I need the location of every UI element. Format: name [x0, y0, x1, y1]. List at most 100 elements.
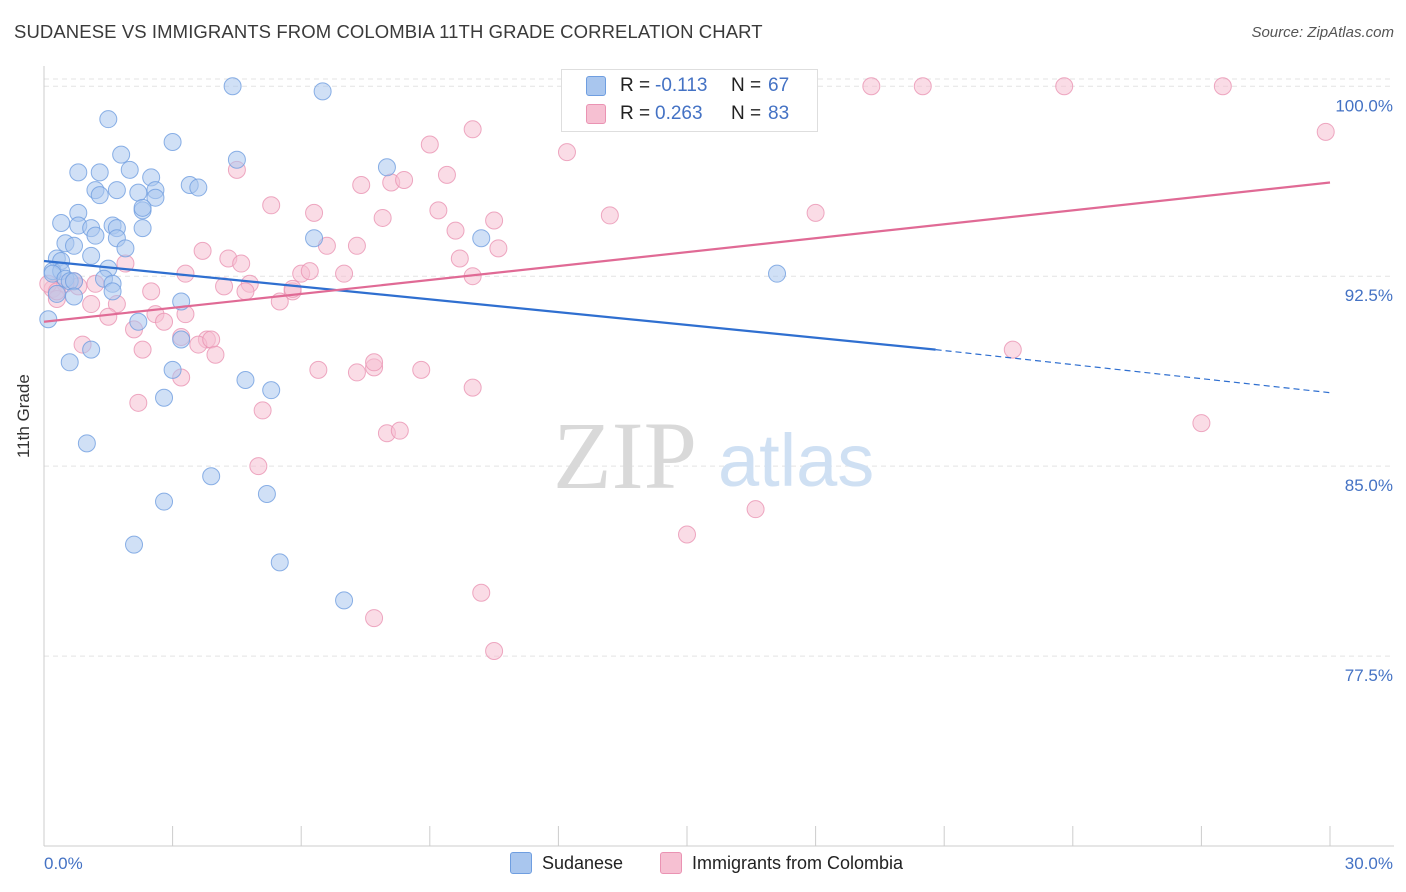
colombia-point-71: [253, 401, 272, 420]
y-tick-label-2: 85.0%: [1345, 476, 1393, 495]
sudanese-point-61: [77, 434, 96, 453]
sudanese-point-51: [65, 287, 84, 306]
colombia-n-value: 83: [768, 103, 790, 124]
colombia-point-13: [395, 170, 414, 189]
sudanese-point-64: [155, 492, 174, 511]
sudanese-point-35: [82, 246, 101, 265]
colombia-point-63: [309, 360, 328, 379]
colombia-point-19: [373, 208, 392, 227]
sudanese-legend-swatch: [510, 852, 532, 874]
colombia-point-66: [412, 360, 431, 379]
sudanese-point-6: [69, 163, 88, 182]
colombia-point-75: [249, 457, 268, 476]
colombia-point-58: [202, 330, 221, 349]
sudanese-point-54: [172, 330, 191, 349]
sudanese-point-48: [103, 282, 122, 301]
sudanese-point-4: [112, 145, 131, 164]
sudanese-point-7: [90, 163, 109, 182]
colombia-point-79: [365, 609, 384, 628]
legend-item-sudanese[interactable]: Sudanese: [510, 852, 623, 874]
sudanese-point-27: [133, 219, 152, 238]
sudanese-point-47: [47, 284, 66, 303]
sudanese-n-value: 67: [768, 75, 790, 96]
colombia-point-43: [142, 282, 161, 301]
colombia-point-21: [446, 221, 465, 240]
sudanese-point-53: [129, 312, 148, 331]
colombia-point-0: [862, 77, 881, 96]
colombia-point-27: [232, 254, 251, 273]
colombia-point-61: [206, 345, 225, 364]
trend-lines: [43, 181, 1331, 394]
colombia-point-28: [450, 249, 469, 268]
sudanese-point-3: [163, 132, 182, 151]
sudanese-point-16: [129, 183, 148, 202]
sudanese-point-59: [262, 381, 281, 400]
watermark-atlas: atlas: [718, 419, 874, 502]
sudanese-point-52: [39, 310, 58, 329]
sudanese-point-63: [257, 484, 276, 503]
sudanese-swatch: [586, 76, 606, 96]
y-tick-label-0: 100.0%: [1335, 96, 1393, 115]
colombia-point-10: [437, 165, 456, 184]
colombia-point-25: [193, 241, 212, 260]
colombia-swatch: [586, 104, 606, 124]
colombia-point-18: [806, 203, 825, 222]
gridlines: [44, 78, 1394, 657]
colombia-legend-swatch: [660, 852, 682, 874]
sudanese-point-30: [305, 229, 324, 248]
x-tick-labels: 0.0% 30.0%: [44, 854, 1393, 873]
chart-title: SUDANESE VS IMMIGRANTS FROM COLOMBIA 11T…: [14, 21, 763, 42]
colombia-r-value: 0.263: [655, 103, 703, 124]
sudanese-point-65: [125, 535, 144, 554]
n-label: N =: [731, 103, 762, 124]
sudanese-point-2: [99, 110, 118, 129]
sudanese-point-62: [202, 467, 221, 486]
axes: [43, 66, 1394, 847]
colombia-point-6: [463, 120, 482, 139]
colombia-point-70: [129, 393, 148, 412]
y-tick-labels: 100.0% 92.5% 85.0% 77.5%: [1335, 96, 1393, 685]
sudanese-point-55: [82, 340, 101, 359]
colombia-point-1: [913, 77, 932, 96]
colombia-point-76: [678, 525, 696, 544]
colombia-point-33: [335, 264, 354, 283]
source-credit: Source: ZipAtlas.com: [1251, 24, 1394, 41]
colombia-legend-label: Immigrants from Colombia: [692, 852, 904, 873]
sudanese-point-12: [189, 178, 208, 197]
sudanese-point-60: [155, 388, 174, 407]
watermark: ZIP atlas: [553, 402, 874, 509]
sudanese-point-67: [335, 591, 354, 610]
colombia-point-51: [99, 307, 118, 326]
colombia-point-14: [262, 196, 281, 215]
colombia-point-32: [300, 262, 319, 281]
sudanese-legend-label: Sudanese: [542, 852, 624, 873]
sudanese-point-66: [270, 553, 289, 572]
sudanese-r-value: -0.113: [655, 75, 708, 96]
colombia-point-78: [472, 583, 491, 602]
colombia-point-16: [429, 201, 448, 220]
sudanese-point-21: [133, 198, 152, 217]
sudanese-point-14: [107, 181, 126, 200]
colombia-point-53: [155, 312, 174, 331]
colombia-trend-line: [43, 181, 1331, 323]
sudanese-point-58: [236, 371, 255, 390]
colombia-point-62: [1003, 340, 1022, 359]
sudanese-trend-extension: [935, 349, 1331, 394]
sudanese-trend-line: [43, 259, 936, 351]
sudanese-point-1: [313, 82, 332, 101]
x-tick-label-1: 30.0%: [1345, 854, 1393, 873]
colombia-point-72: [1192, 414, 1211, 433]
sudanese-point-0: [223, 77, 242, 96]
r-label: R =: [620, 75, 651, 96]
sudanese-point-31: [472, 229, 491, 248]
legend-item-colombia[interactable]: Immigrants from Colombia: [660, 852, 903, 874]
sudanese-point-22: [52, 214, 71, 233]
colombia-point-24: [489, 239, 508, 258]
colombia-point-20: [485, 211, 504, 230]
sudanese-point-8: [120, 160, 139, 179]
x-tick-label-0: 0.0%: [44, 854, 83, 873]
y-tick-label-3: 77.5%: [1345, 666, 1393, 685]
sudanese-point-34: [116, 239, 135, 258]
y-tick-label-1: 92.5%: [1345, 286, 1393, 305]
